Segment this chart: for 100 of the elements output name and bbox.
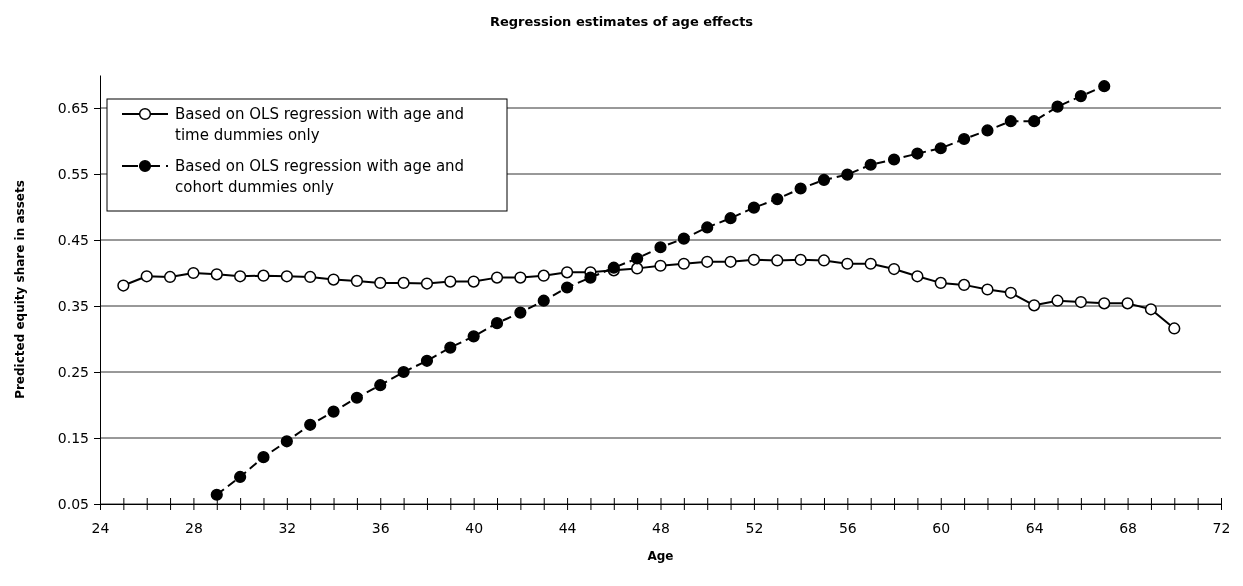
point: [981, 283, 994, 296]
point: [467, 330, 480, 343]
x-tick-label: 32: [278, 519, 297, 536]
point: [163, 270, 177, 284]
point: [631, 262, 644, 275]
x-tick-label: 48: [652, 519, 670, 536]
y-axis-title: Predicted equity share in assets: [13, 180, 27, 399]
point: [677, 232, 690, 245]
point: [887, 153, 901, 166]
legend-label: Based on OLS regression with age and time dummies only: [175, 105, 465, 144]
point: [1074, 295, 1087, 309]
point: [537, 269, 550, 282]
point: [420, 354, 434, 367]
x-tick-label: 40: [465, 519, 484, 536]
x-tick-label: 68: [1119, 519, 1137, 536]
point: [514, 271, 527, 284]
point: [817, 254, 831, 267]
point: [817, 173, 831, 187]
point: [654, 259, 667, 272]
point: [1098, 80, 1111, 93]
point: [887, 262, 901, 276]
legend-label: Based on OLS regression with age and cohort dummies only: [175, 157, 465, 196]
point: [584, 271, 597, 284]
point: [841, 168, 854, 181]
point: [1074, 90, 1087, 103]
point: [794, 253, 807, 266]
point: [234, 270, 247, 283]
y-tick-label: 0.05: [57, 495, 89, 512]
point: [677, 257, 690, 270]
point: [257, 269, 270, 282]
point: [117, 279, 130, 292]
point: [981, 124, 994, 137]
point: [958, 278, 971, 291]
point: [1144, 303, 1158, 316]
chart-title: Regression estimates of age effects: [489, 14, 754, 29]
x-tick-label: 36: [371, 519, 390, 536]
point: [257, 451, 270, 464]
point: [1004, 286, 1017, 299]
x-axis-title: Age: [647, 549, 674, 563]
point: [210, 268, 223, 281]
point: [304, 418, 317, 431]
point: [444, 341, 457, 354]
point: [841, 257, 854, 270]
y-tick-label: 0.35: [57, 297, 89, 314]
point: [280, 270, 293, 283]
point: [374, 276, 387, 289]
point: [397, 276, 410, 289]
x-tick-label: 64: [1025, 519, 1044, 536]
point: [1121, 297, 1134, 310]
point: [1098, 297, 1111, 310]
x-tick-label: 44: [558, 519, 577, 536]
point: [747, 253, 761, 266]
point: [958, 132, 971, 146]
point: [350, 391, 363, 404]
point: [747, 201, 761, 214]
point: [864, 158, 877, 171]
point: [234, 470, 247, 484]
point: [701, 255, 714, 268]
point: [1028, 115, 1041, 128]
point: [701, 221, 714, 234]
point: [514, 306, 527, 319]
x-tick-label: 28: [185, 519, 203, 536]
y-tick-label: 0.65: [57, 99, 89, 116]
y-tick-label: 0.15: [57, 429, 89, 446]
point: [911, 270, 924, 283]
point: [654, 241, 667, 254]
point: [934, 276, 947, 289]
x-tick-label: 56: [838, 519, 857, 536]
point: [444, 275, 457, 288]
point: [140, 270, 153, 283]
x-tick-label: 60: [932, 519, 951, 536]
x-tick-label: 24: [91, 519, 110, 536]
point: [1051, 294, 1064, 307]
point: [350, 274, 363, 288]
point: [280, 435, 293, 448]
point: [187, 266, 200, 280]
x-tick-label: 72: [1212, 519, 1231, 536]
point: [724, 212, 737, 225]
point: [420, 277, 434, 290]
point: [327, 273, 340, 286]
point: [397, 365, 410, 379]
point: [631, 252, 644, 265]
point: [724, 255, 737, 268]
point: [304, 270, 317, 284]
point: [771, 192, 784, 206]
point: [490, 317, 504, 330]
point: [490, 271, 504, 284]
point: [934, 142, 947, 155]
point: [911, 147, 924, 160]
point: [537, 294, 550, 307]
point: [1028, 299, 1041, 312]
point: [560, 281, 574, 294]
point: [864, 257, 877, 270]
x-tick-label: 52: [745, 519, 764, 536]
point: [771, 254, 784, 267]
point: [374, 379, 387, 392]
point: [560, 266, 574, 279]
point: [1168, 322, 1181, 335]
y-tick-label: 0.45: [57, 231, 89, 248]
point: [1004, 115, 1017, 128]
